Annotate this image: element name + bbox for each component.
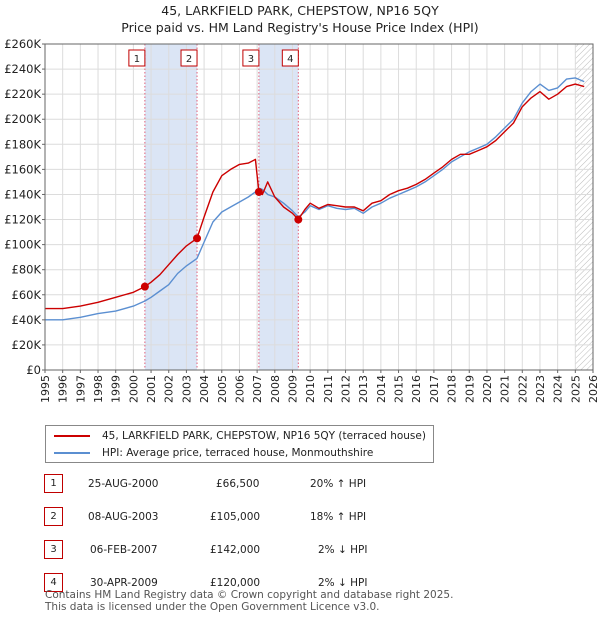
price-paid-line [45, 83, 585, 310]
x-tick-label: 2015 [393, 375, 406, 403]
x-tick-label: 2013 [357, 375, 370, 403]
legend: 45, LARKFIELD PARK, CHEPSTOW, NP16 5QY (… [45, 425, 434, 463]
y-tick-label: £0 [26, 363, 41, 377]
y-tick-label: £160K [4, 162, 41, 176]
y-tick-label: £40K [12, 313, 42, 327]
sale-number-badge: 1 [44, 474, 63, 493]
sale-point [140, 282, 149, 291]
y-tick-label: £20K [12, 338, 42, 352]
projection-hatch [575, 44, 593, 370]
x-tick-label: 1997 [74, 375, 87, 403]
x-tick-label: 2017 [428, 375, 441, 403]
price-chart: 1 2 3 4 £0 £20K £40K £60K £80K £100K £120K £140K £1… [4, 37, 600, 403]
sale-date: 08-AUG-2003 [88, 511, 159, 523]
y-tick-label: £80K [12, 263, 42, 277]
x-tick-label: 2010 [304, 375, 317, 403]
x-tick-label: 2006 [233, 375, 246, 403]
x-tick-label: 2007 [251, 375, 264, 403]
x-tick-label: 2001 [145, 375, 158, 403]
x-tick-label: 1998 [92, 375, 105, 403]
sale-number-box [180, 49, 198, 67]
sale-price: £105,000 [210, 511, 261, 523]
sale-number-label: 3 [248, 54, 254, 65]
x-tick-label: 2008 [269, 375, 282, 403]
x-tick-label: 2009 [286, 375, 299, 403]
sale-hpi-diff: 18% ↑ HPI [310, 511, 367, 523]
x-tick-label: 2019 [463, 375, 476, 403]
legend-label-price: 45, LARKFIELD PARK, CHEPSTOW, NP16 5QY (… [102, 430, 426, 442]
sale-hpi-diff: 2% ↓ HPI [318, 544, 368, 556]
sale-number-label: 4 [287, 54, 293, 65]
sale-number-badge: 2 [44, 507, 63, 526]
sale-number-label: 1 [134, 54, 140, 65]
sale-point [294, 215, 303, 224]
y-tick-label: £200K [4, 112, 41, 126]
x-tick-label: 1996 [57, 375, 70, 403]
sale-number-box [281, 49, 299, 67]
x-tick-label: 2005 [216, 375, 229, 403]
sale-price: £142,000 [210, 544, 261, 556]
footer-line-1: Contains HM Land Registry data © Crown c… [45, 589, 454, 601]
x-tick-label: 1995 [39, 375, 52, 403]
x-tick-label: 2020 [481, 375, 494, 403]
chart-title: 45, LARKFIELD PARK, CHEPSTOW, NP16 5QY P… [0, 2, 600, 36]
sale-row: 1 25-AUG-2000 £66,500 20% ↑ HPI [44, 474, 584, 496]
y-tick-label: £140K [4, 187, 41, 201]
x-tick-label: 2022 [516, 375, 529, 403]
sale-hpi-diff: 2% ↓ HPI [318, 577, 368, 589]
sale-date: 06-FEB-2007 [90, 544, 158, 556]
x-tick-label: 2021 [499, 375, 512, 403]
x-tick-label: 2016 [410, 375, 423, 403]
plot-frame [44, 43, 594, 371]
footer-line-2: This data is licensed under the Open Gov… [45, 601, 380, 613]
x-tick-label: 2012 [340, 375, 353, 403]
sale-date: 25-AUG-2000 [88, 478, 159, 490]
x-tick-label: 2003 [180, 375, 193, 403]
x-tick-label: 2004 [198, 375, 211, 403]
footer-attribution: Contains HM Land Registry data © Crown c… [45, 589, 453, 613]
chart-subtitle-line: Price paid vs. HM Land Registry's House … [121, 20, 479, 35]
sale-price: £120,000 [210, 577, 261, 589]
legend-item-price: 45, LARKFIELD PARK, CHEPSTOW, NP16 5QY (… [54, 428, 426, 444]
x-tick-label: 2014 [375, 375, 388, 403]
y-tick-label: £60K [12, 288, 42, 302]
ownership-shade [258, 44, 299, 370]
legend-item-hpi: HPI: Average price, terraced house, Monm… [54, 445, 373, 461]
legend-swatch-price [54, 435, 90, 437]
sale-price: £66,500 [216, 478, 260, 490]
x-tick-label: 2025 [569, 375, 582, 403]
sale-point [193, 234, 202, 243]
ownership-shade [144, 44, 198, 370]
sale-number-box [242, 49, 260, 67]
y-tick-label: £240K [4, 62, 41, 76]
y-tick-label: £260K [4, 37, 41, 51]
legend-swatch-hpi [54, 452, 90, 454]
sale-date: 30-APR-2009 [90, 577, 158, 589]
sale-number-badge: 3 [44, 540, 63, 559]
x-tick-label: 2002 [163, 375, 176, 403]
sale-row: 4 30-APR-2009 £120,000 2% ↓ HPI [44, 573, 584, 595]
sale-number-label: 2 [186, 54, 192, 65]
legend-label-hpi: HPI: Average price, terraced house, Monm… [102, 447, 374, 459]
sale-row: 2 08-AUG-2003 £105,000 18% ↑ HPI [44, 507, 584, 529]
y-tick-label: £180K [4, 137, 41, 151]
x-tick-label: 2011 [322, 375, 335, 403]
sale-number-box [128, 49, 146, 67]
x-tick-label: 2023 [534, 375, 547, 403]
x-tick-label: 2026 [587, 375, 600, 403]
hpi-line [45, 77, 585, 321]
y-tick-label: £100K [4, 238, 41, 252]
sale-number-badge: 4 [44, 573, 63, 592]
x-tick-label: 2000 [127, 375, 140, 403]
x-tick-label: 1999 [110, 375, 123, 403]
sale-row: 3 06-FEB-2007 £142,000 2% ↓ HPI [44, 540, 584, 562]
x-tick-label: 2024 [552, 375, 565, 403]
sale-hpi-diff: 20% ↑ HPI [310, 478, 367, 490]
y-tick-label: £120K [4, 213, 41, 227]
y-tick-label: £220K [4, 87, 41, 101]
sale-point [254, 187, 263, 196]
chart-title-line: 45, LARKFIELD PARK, CHEPSTOW, NP16 5QY [161, 3, 439, 18]
x-tick-label: 2018 [446, 375, 459, 403]
